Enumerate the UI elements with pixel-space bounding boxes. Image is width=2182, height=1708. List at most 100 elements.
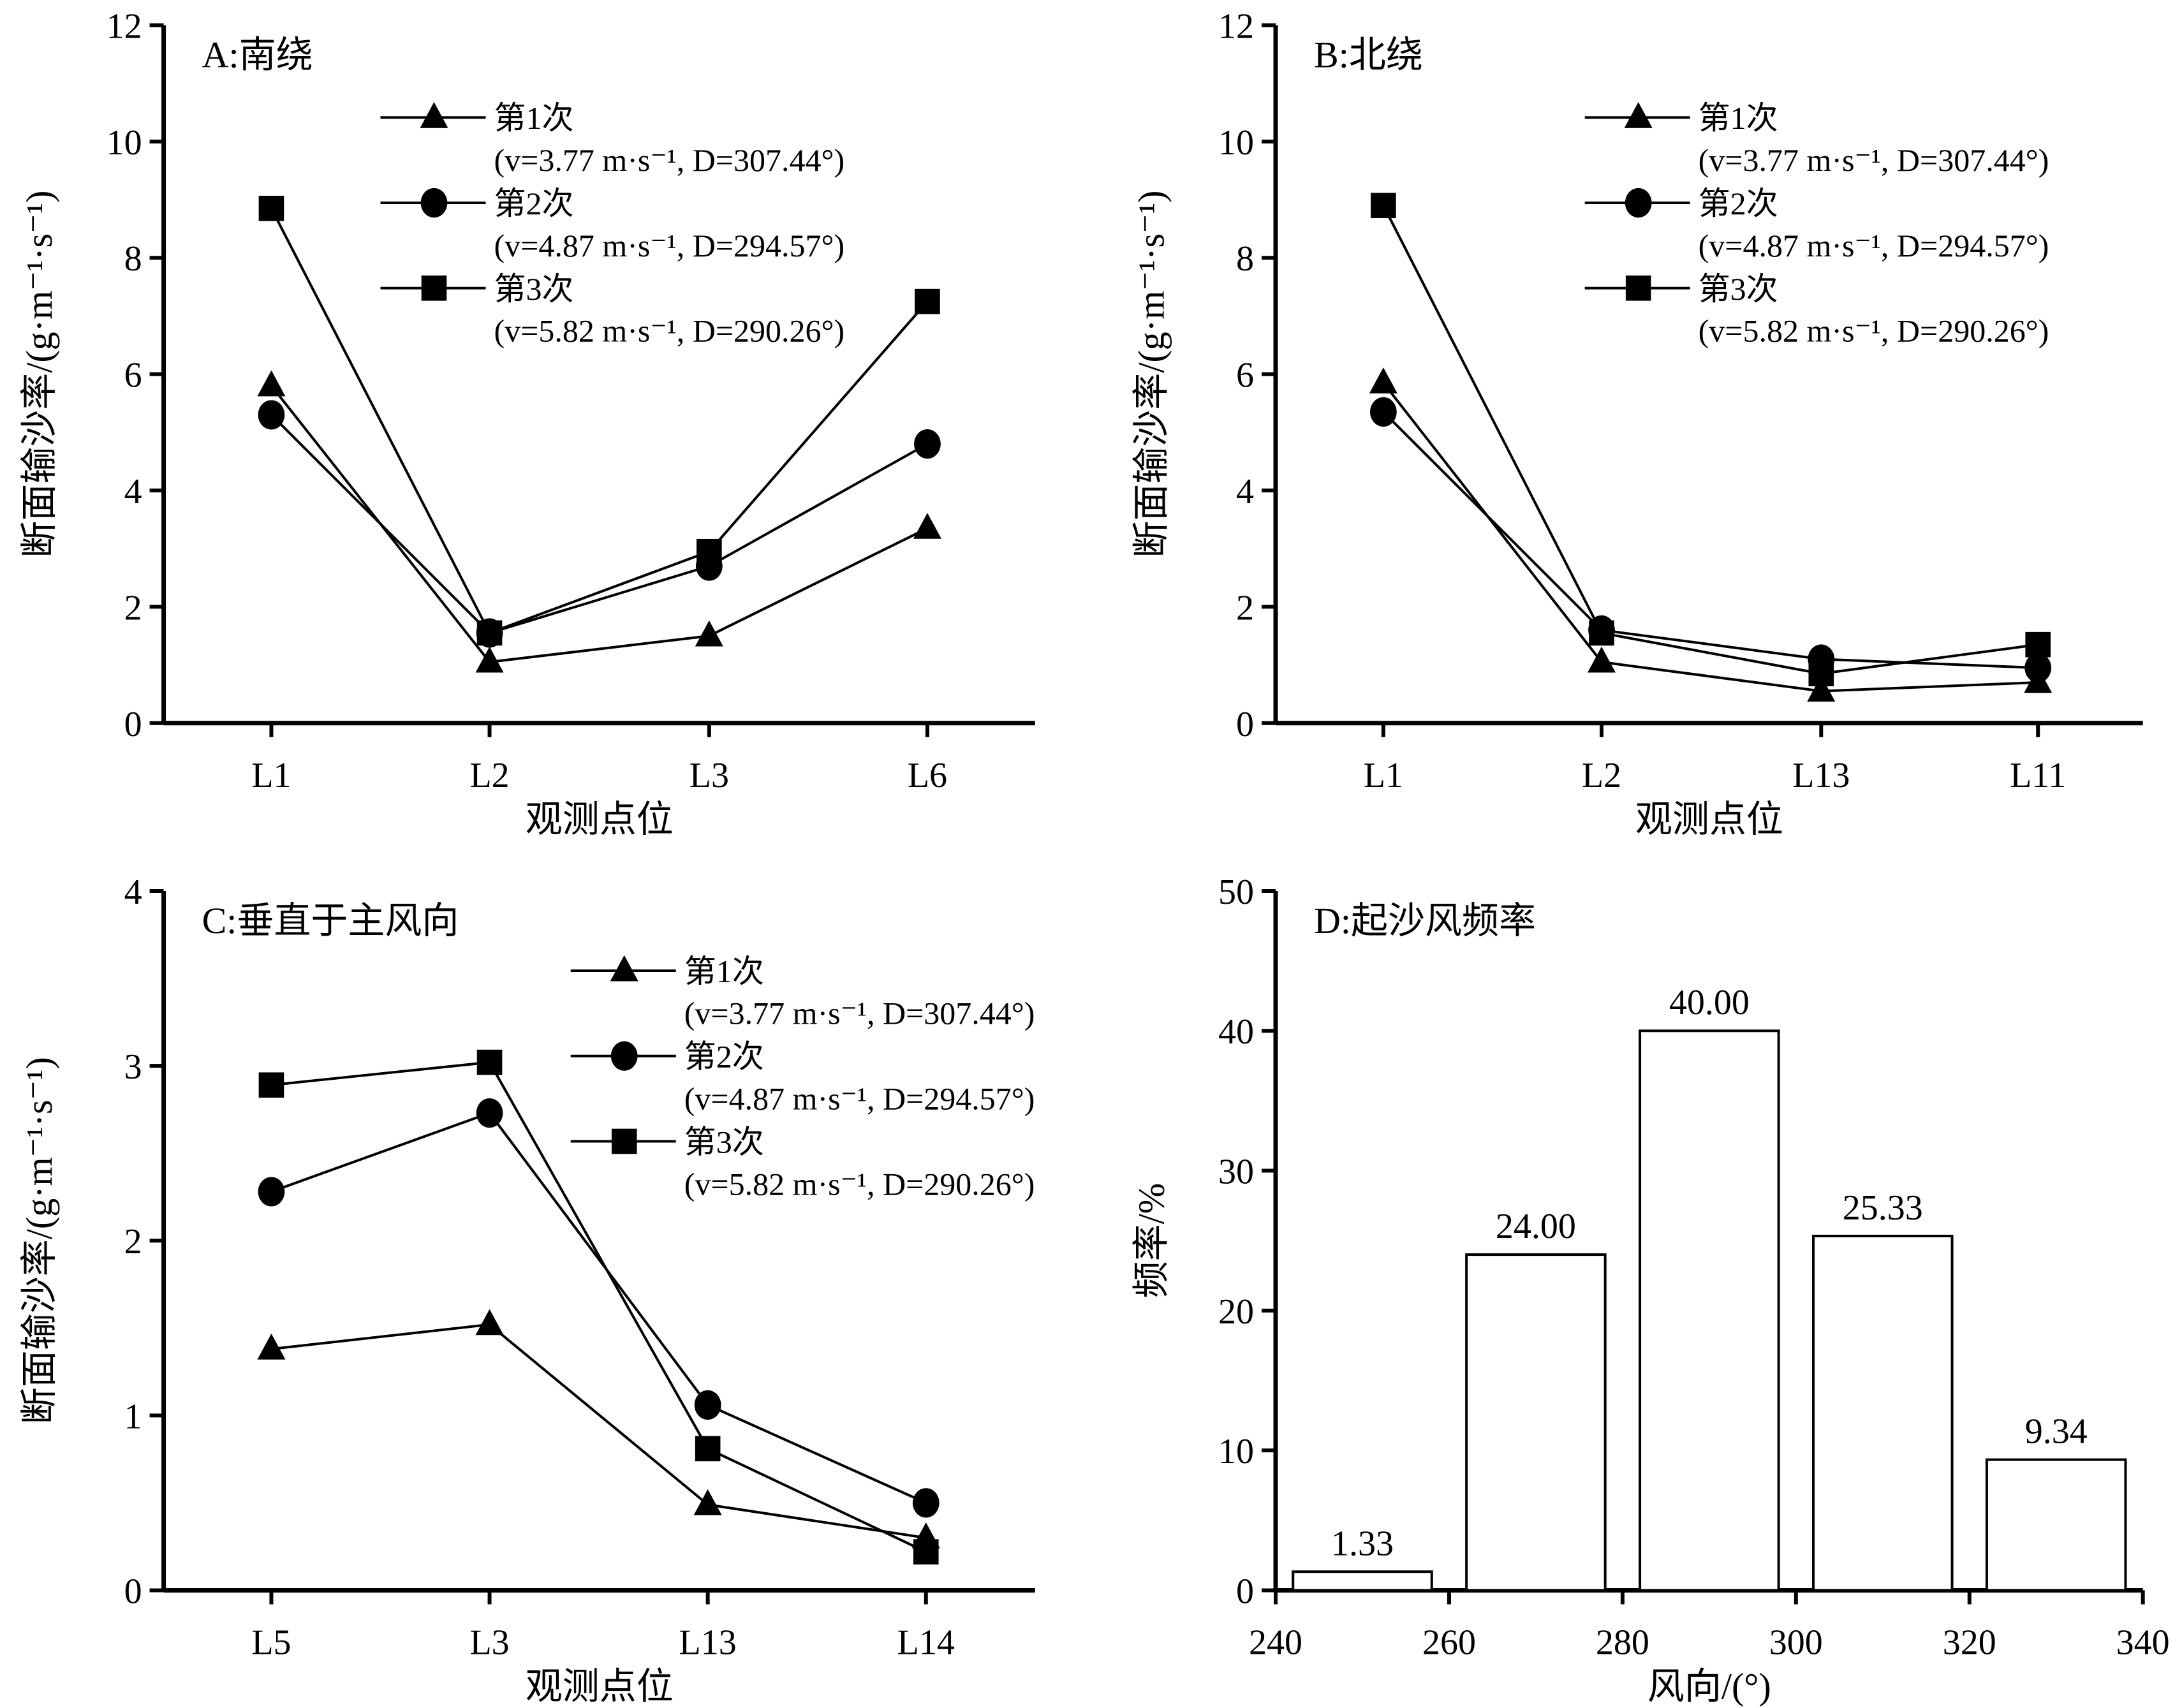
- data-point-square: [258, 195, 284, 221]
- series-square: [258, 1049, 939, 1564]
- y-tick-label: 10: [107, 123, 142, 163]
- y-tick-label: 4: [124, 872, 142, 912]
- panel-title: D:起沙风频率: [1314, 900, 1536, 941]
- bar-value-label: 24.00: [1496, 1207, 1576, 1246]
- x-tick-label: 300: [1769, 1623, 1823, 1662]
- x-axis-label: 观测点位: [1635, 799, 1783, 840]
- x-tick-label: 320: [1943, 1623, 1996, 1662]
- series-triangle: [257, 370, 941, 673]
- x-tick-label: L14: [897, 1623, 955, 1662]
- y-tick-label: 4: [124, 472, 142, 512]
- x-tick-label: L1: [1364, 756, 1403, 795]
- data-point-square: [258, 1072, 284, 1098]
- x-tick-label: L2: [469, 756, 509, 795]
- x-axis-label: 观测点位: [526, 799, 674, 840]
- data-point-square: [697, 538, 722, 564]
- x-tick-label: L3: [469, 1623, 509, 1662]
- bar: [1985, 1458, 2127, 1592]
- legend-detail: (v=5.82 m·s⁻¹, D=290.26°): [494, 313, 844, 349]
- x-tick-label: 240: [1249, 1623, 1302, 1662]
- panel-title: C:垂直于主风向: [202, 900, 459, 941]
- y-axis-label: 断面输沙率/(g·m⁻¹·s⁻¹): [18, 191, 60, 558]
- y-tick-label: 0: [124, 1572, 142, 1611]
- legend-detail: (v=4.87 m·s⁻¹, D=294.57°): [684, 1081, 1035, 1117]
- legend-marker-circle: [1625, 188, 1652, 218]
- y-tick-label: 3: [124, 1047, 142, 1087]
- series-line: [270, 1111, 927, 1505]
- x-tick-label: 260: [1422, 1623, 1476, 1662]
- legend-label: 第1次: [494, 100, 573, 136]
- y-tick-label: 2: [124, 1222, 142, 1262]
- data-point-square: [2025, 631, 2051, 658]
- legend-label: 第3次: [494, 271, 573, 307]
- data-point-circle: [1369, 397, 1397, 427]
- bar-value-label: 25.33: [1843, 1188, 1923, 1228]
- y-tick-label: 20: [1218, 1292, 1254, 1332]
- y-axis-label: 频率/%: [1131, 1183, 1172, 1298]
- series-line: [271, 1323, 927, 1540]
- legend-label: 第2次: [1699, 186, 1778, 221]
- y-tick-label: 0: [124, 705, 142, 744]
- legend-label: 第1次: [684, 953, 764, 989]
- series-circle: [1369, 397, 2052, 683]
- data-point-triangle: [257, 1333, 286, 1360]
- data-point-triangle: [1807, 675, 1836, 702]
- bar-value-label: 40.00: [1669, 983, 1750, 1022]
- legend-detail: (v=3.77 m·s⁻¹, D=307.44°): [494, 142, 844, 178]
- data-point-circle: [912, 1488, 940, 1518]
- x-tick-label: L11: [2010, 756, 2066, 795]
- y-tick-label: 8: [1236, 239, 1254, 279]
- y-tick-label: 50: [1218, 872, 1254, 912]
- y-tick-label: 12: [1218, 6, 1254, 46]
- series-line: [270, 385, 928, 664]
- x-axis-label: 风向/(°): [1648, 1665, 1771, 1707]
- bar: [1292, 1570, 1433, 1592]
- panel-title: B:北绕: [1314, 34, 1423, 75]
- data-point-circle: [694, 1390, 721, 1420]
- legend: 第1次 (v=3.77 m·s⁻¹, D=307.44°) 第2次 (v=4.87 m…: [1584, 100, 2049, 349]
- legend-label: 第2次: [494, 186, 573, 221]
- legend-detail: (v=5.82 m·s⁻¹, D=290.26°): [1699, 313, 2049, 349]
- x-tick-label: L6: [908, 756, 947, 795]
- series-circle: [258, 1098, 940, 1518]
- series-line: [270, 414, 928, 635]
- data-point-circle: [914, 429, 941, 459]
- x-tick-label: L13: [1792, 756, 1850, 795]
- legend-marker-triangle: [420, 102, 448, 128]
- series-triangle: [257, 1309, 940, 1549]
- series-triangle: [1369, 367, 2053, 702]
- data-point-square: [1808, 661, 1834, 687]
- legend-label: 第3次: [684, 1124, 764, 1160]
- series-line: [271, 1061, 927, 1553]
- y-tick-label: 0: [1236, 1572, 1254, 1611]
- x-tick-label: 280: [1596, 1623, 1649, 1662]
- x-tick-label: L3: [689, 756, 729, 795]
- data-point-circle: [2024, 653, 2052, 683]
- y-tick-label: 12: [107, 6, 142, 46]
- data-point-triangle: [695, 620, 723, 647]
- y-tick-label: 6: [124, 356, 142, 395]
- series-line: [1382, 205, 2038, 675]
- data-point-triangle: [693, 1489, 722, 1515]
- data-point-circle: [476, 1098, 503, 1128]
- legend-marker-triangle: [1624, 102, 1653, 128]
- y-tick-label: 40: [1218, 1012, 1254, 1052]
- series-square: [1371, 193, 2051, 687]
- series-square: [258, 195, 940, 646]
- bar: [1812, 1234, 1954, 1592]
- legend-detail: (v=5.82 m·s⁻¹, D=290.26°): [684, 1166, 1035, 1202]
- data-point-circle: [258, 400, 285, 430]
- legend-marker-square: [611, 1128, 637, 1154]
- x-tick-label: L1: [251, 756, 291, 795]
- y-tick-label: 10: [1218, 1432, 1254, 1471]
- data-point-square: [915, 288, 940, 314]
- x-axis-label: 观测点位: [526, 1665, 674, 1707]
- legend-marker-circle: [610, 1041, 638, 1071]
- data-point-square: [476, 1049, 503, 1075]
- legend-marker-triangle: [610, 955, 638, 982]
- y-tick-label: 2: [124, 588, 142, 628]
- y-tick-label: 30: [1218, 1152, 1254, 1192]
- legend-label: 第1次: [1699, 100, 1778, 136]
